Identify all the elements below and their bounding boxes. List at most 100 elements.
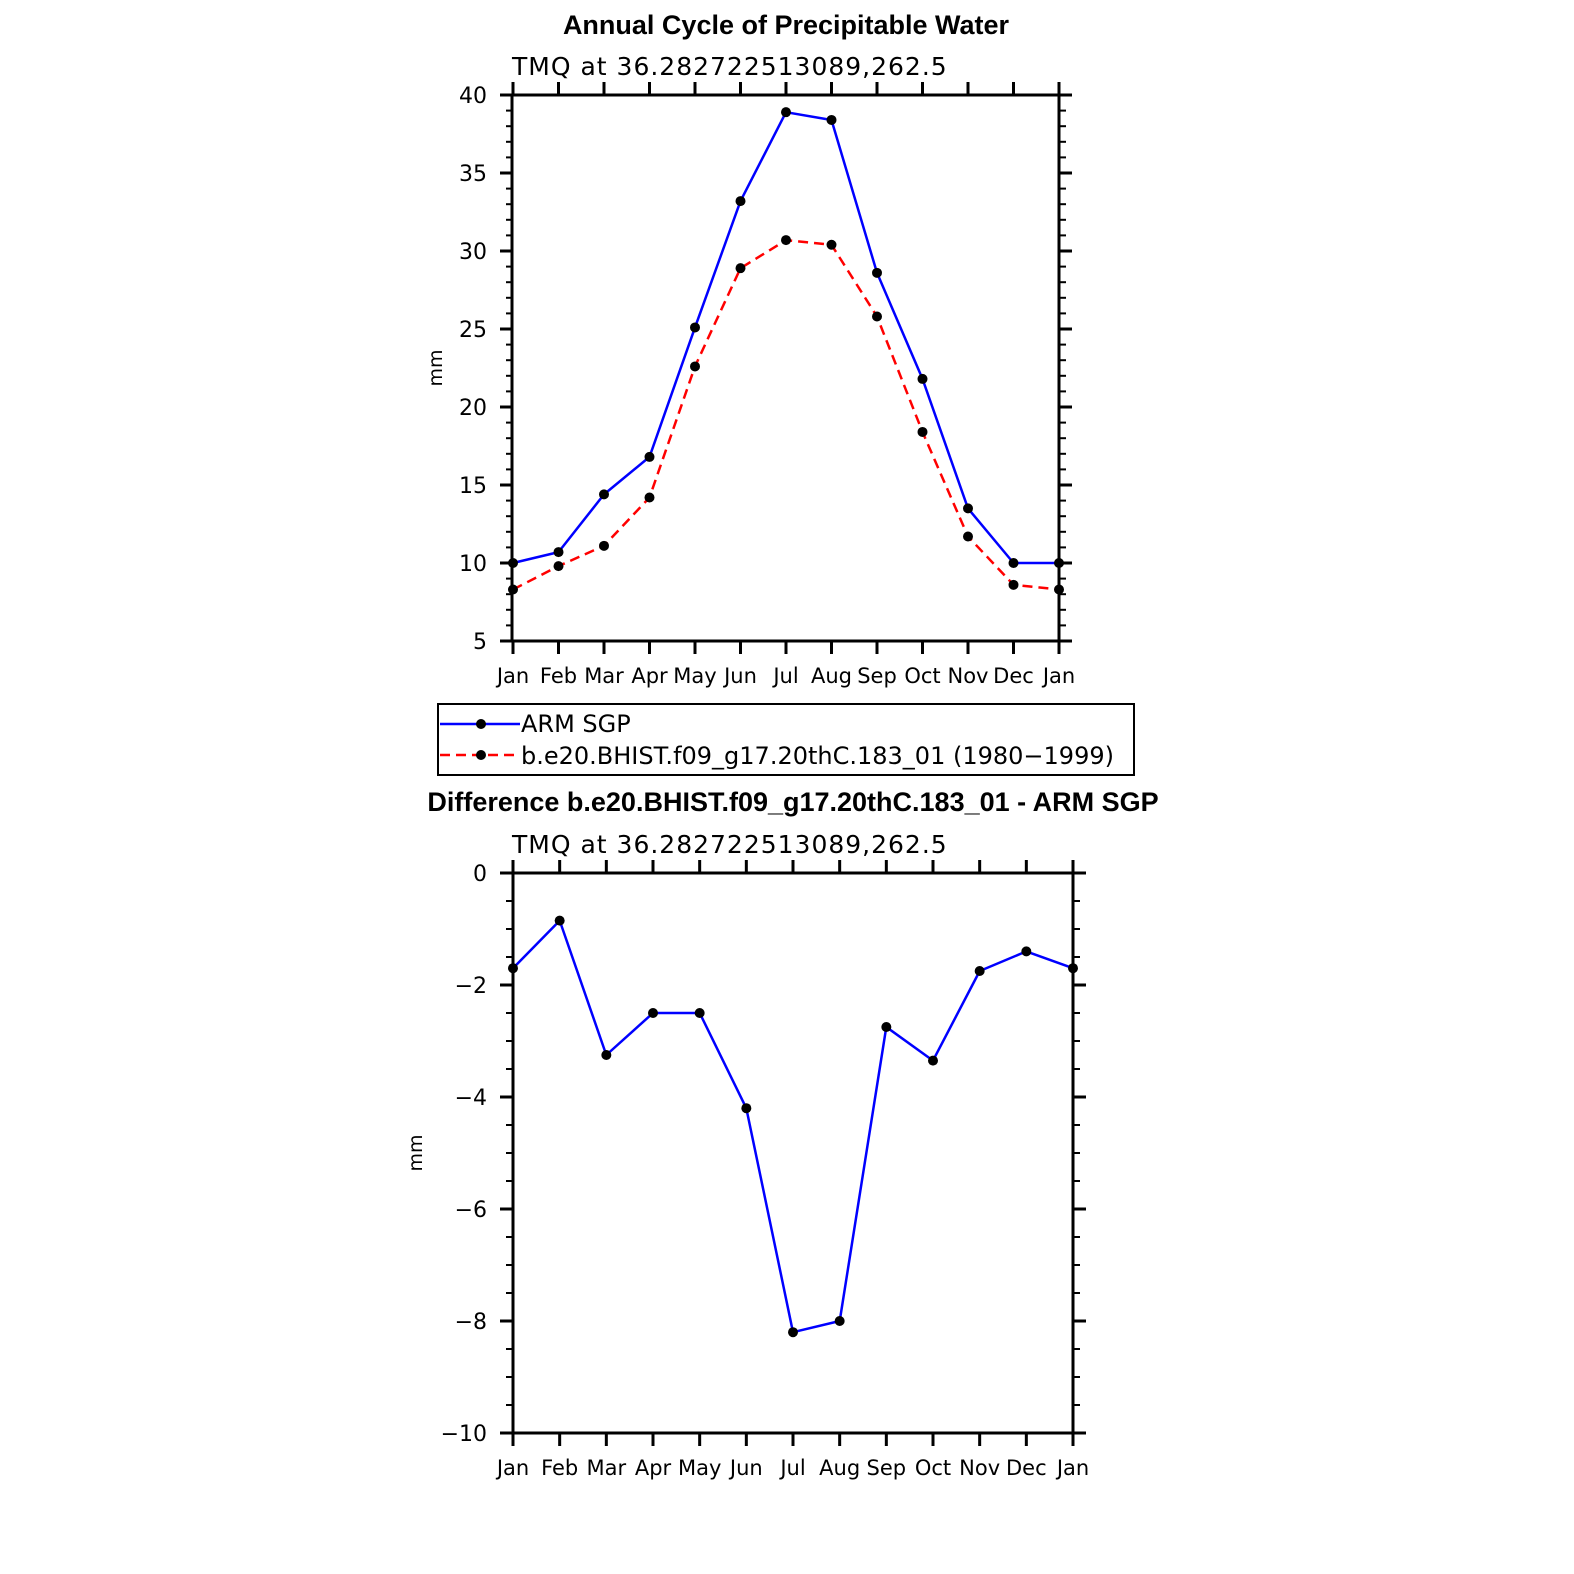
x-tick-label: Mar bbox=[587, 1456, 627, 1480]
data-point bbox=[508, 963, 518, 974]
series-line-0 bbox=[512, 919, 1074, 1334]
x-tick-label: May bbox=[678, 1456, 721, 1480]
chart2-x-tick-labels: Jan Feb Mar Apr May Jun Jul Aug Sep Oct Nov Dec Jan bbox=[495, 1456, 1089, 1480]
data-point bbox=[741, 1103, 752, 1114]
data-point bbox=[974, 966, 985, 976]
data-point bbox=[553, 561, 564, 572]
x-tick-label: Nov bbox=[948, 664, 989, 688]
legend-label-model: b.e20.BHIST.f09_g17.20thC.183_01 (1980−1… bbox=[521, 742, 1114, 770]
chart2-plot-frame bbox=[511, 871, 1075, 1435]
y-tick-label: 30 bbox=[459, 240, 487, 265]
data-point bbox=[788, 1327, 798, 1338]
y-tick-label: −4 bbox=[455, 1086, 487, 1111]
data-point bbox=[872, 311, 882, 322]
x-tick-label: Jun bbox=[722, 664, 757, 688]
x-tick-label: Jan bbox=[1055, 1456, 1089, 1480]
x-tick-label: Jan bbox=[495, 1456, 529, 1480]
x-tick-label: Jan bbox=[1041, 664, 1075, 688]
data-point bbox=[881, 1022, 892, 1032]
x-tick-label: Mar bbox=[584, 664, 624, 688]
data-point bbox=[826, 239, 837, 250]
data-point bbox=[508, 584, 518, 595]
chart2-ylabel: mm bbox=[405, 1134, 427, 1171]
x-tick-label: Aug bbox=[811, 664, 852, 688]
data-point bbox=[648, 1008, 658, 1018]
data-point bbox=[690, 322, 700, 333]
data-point bbox=[553, 547, 564, 558]
x-tick-label: Feb bbox=[541, 1456, 578, 1480]
data-point bbox=[554, 915, 565, 926]
legend-marker-model bbox=[476, 750, 486, 760]
data-point bbox=[690, 361, 700, 372]
x-tick-label: Sep bbox=[867, 1456, 907, 1480]
data-point bbox=[834, 1316, 845, 1326]
y-tick-label: 40 bbox=[459, 84, 487, 109]
chart1-y-tick-labels: 5 10 15 20 25 30 35 40 bbox=[459, 84, 487, 655]
data-point bbox=[601, 1050, 612, 1060]
chart1-ticks bbox=[500, 82, 1072, 654]
x-tick-label: Apr bbox=[635, 1456, 672, 1480]
data-point bbox=[644, 451, 655, 462]
data-point bbox=[1008, 558, 1019, 568]
x-tick-label: Jun bbox=[728, 1456, 763, 1480]
y-tick-label: −10 bbox=[441, 1422, 487, 1447]
chart1-ylabel: mm bbox=[425, 349, 447, 386]
data-point bbox=[694, 1008, 705, 1018]
legend: ARM SGP b.e20.BHIST.f09_g17.20thC.183_01… bbox=[437, 703, 1135, 776]
data-point bbox=[508, 558, 518, 568]
x-tick-label: Dec bbox=[1006, 1456, 1047, 1480]
data-point bbox=[735, 263, 746, 274]
data-point bbox=[872, 267, 882, 278]
y-tick-label: −8 bbox=[455, 1310, 487, 1335]
y-tick-label: 10 bbox=[459, 552, 487, 577]
legend-marker-arm-sgp bbox=[476, 719, 486, 729]
chart2-ticks bbox=[500, 860, 1086, 1446]
data-point bbox=[599, 540, 609, 551]
y-tick-label: 25 bbox=[459, 318, 487, 343]
x-tick-label: Feb bbox=[540, 664, 577, 688]
y-tick-label: 15 bbox=[459, 474, 487, 499]
y-tick-label: 35 bbox=[459, 162, 487, 187]
data-point bbox=[826, 114, 837, 125]
data-point bbox=[644, 492, 655, 503]
x-tick-label: Jan bbox=[495, 664, 529, 688]
data-point bbox=[781, 107, 791, 118]
x-tick-label: Nov bbox=[959, 1456, 1000, 1480]
data-point bbox=[928, 1055, 938, 1066]
x-tick-label: Dec bbox=[993, 664, 1034, 688]
x-tick-label: Oct bbox=[915, 1456, 951, 1480]
x-tick-label: Apr bbox=[631, 664, 668, 688]
chart1-x-tick-labels: Jan Feb Mar Apr May Jun Jul Aug Sep Oct Nov Dec Jan bbox=[495, 664, 1075, 688]
legend-label-arm-sgp: ARM SGP bbox=[521, 710, 631, 738]
x-tick-label: Aug bbox=[819, 1456, 860, 1480]
annual-cycle-chart: Annual Cycle of Precipitable Water TMQ a… bbox=[425, 10, 1075, 688]
data-point bbox=[781, 235, 791, 246]
chart1-plot-frame bbox=[510, 93, 1061, 643]
difference-chart: Difference b.e20.BHIST.f09_g17.20thC.183… bbox=[405, 787, 1159, 1480]
chart2-y-tick-labels: −10 −8 −6 −4 −2 0 bbox=[441, 862, 487, 1447]
series-line-1 bbox=[512, 238, 1060, 591]
data-point bbox=[963, 531, 973, 542]
x-tick-label: Jul bbox=[778, 1456, 805, 1480]
data-point bbox=[1021, 946, 1032, 957]
y-tick-label: 5 bbox=[473, 630, 487, 655]
chart1-subtitle: TMQ at 36.282722513089,262.5 bbox=[511, 52, 948, 81]
y-tick-label: −6 bbox=[455, 1198, 487, 1223]
y-tick-label: 20 bbox=[459, 396, 487, 421]
data-point bbox=[963, 503, 973, 514]
legend-box bbox=[437, 703, 1135, 776]
y-tick-label: 0 bbox=[473, 862, 487, 887]
data-point bbox=[1008, 579, 1019, 590]
data-point bbox=[1054, 584, 1064, 595]
data-point bbox=[1054, 558, 1064, 568]
chart2-title: Difference b.e20.BHIST.f09_g17.20thC.183… bbox=[427, 787, 1158, 817]
chart1-series bbox=[508, 107, 1064, 595]
chart1-title: Annual Cycle of Precipitable Water bbox=[563, 10, 1010, 40]
data-point bbox=[917, 426, 928, 437]
x-tick-label: Oct bbox=[904, 664, 940, 688]
data-point bbox=[1068, 963, 1078, 974]
chart2-subtitle: TMQ at 36.282722513089,262.5 bbox=[511, 830, 948, 859]
x-tick-label: May bbox=[673, 664, 716, 688]
data-point bbox=[735, 196, 746, 207]
